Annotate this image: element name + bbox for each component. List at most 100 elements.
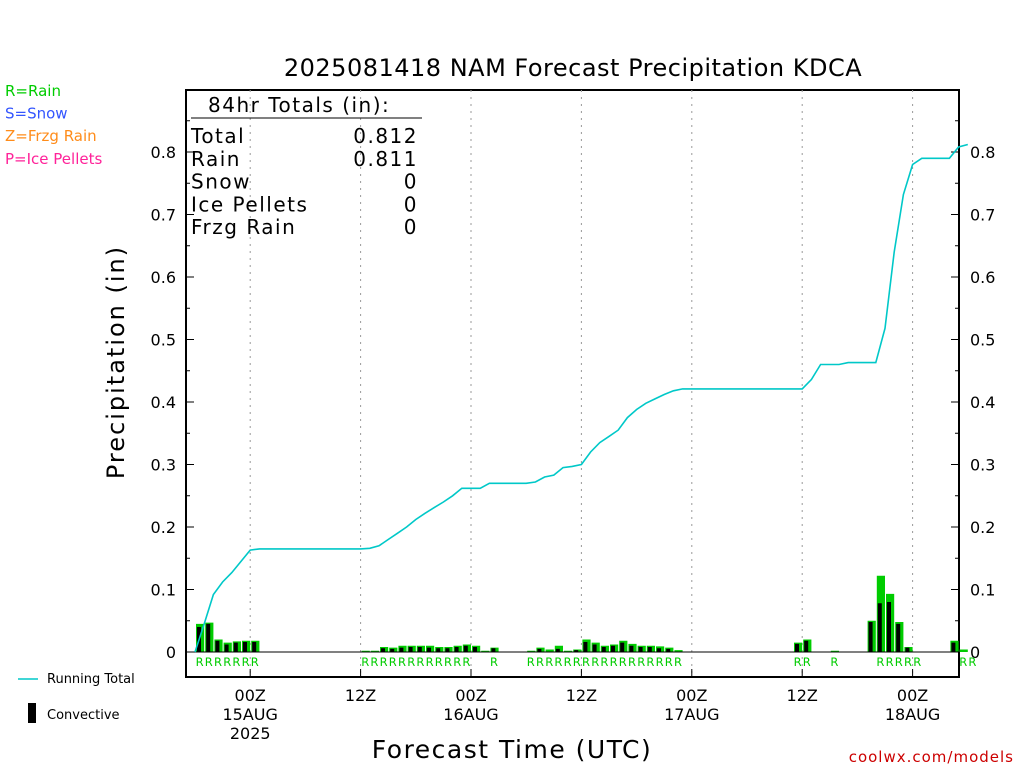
type-marker: R — [536, 655, 544, 669]
convective-bar — [417, 647, 422, 652]
y-tick-label: 0 — [166, 643, 176, 662]
convective-bar — [647, 647, 652, 652]
type-marker: R — [886, 655, 894, 669]
convective-bar — [491, 648, 496, 652]
type-marker: R — [876, 655, 884, 669]
convective-bar — [206, 623, 211, 652]
y-tick-label: 0.7 — [151, 206, 176, 225]
x-tick-label: 00Z — [455, 686, 486, 705]
totals-label: Frzg Rain — [191, 215, 296, 239]
legend-convective: Convective — [47, 708, 120, 723]
x-tick-label: 12Z — [566, 686, 597, 705]
convective-bar — [537, 648, 542, 652]
rain-bar — [564, 650, 573, 652]
type-marker: R — [628, 655, 636, 669]
type-marker: R — [554, 655, 562, 669]
rain-bar — [674, 650, 683, 652]
type-marker: R — [959, 655, 967, 669]
x-tick-label: 2025 — [230, 724, 271, 743]
x-tick-label: 18AUG — [885, 705, 940, 724]
y-tick-label: 0.1 — [970, 581, 995, 600]
convective-bar — [463, 645, 468, 652]
x-tick-label: 17AUG — [664, 705, 719, 724]
type-marker: R — [665, 655, 673, 669]
convective-bar — [408, 647, 413, 652]
rain-bar — [527, 650, 536, 652]
y-tick-label: 0.3 — [970, 456, 995, 475]
convective-bar — [436, 648, 441, 652]
type-marker: R — [380, 655, 388, 669]
y-tick-label: 0.5 — [151, 331, 176, 350]
convective-bar — [427, 647, 431, 652]
rain-bar — [370, 650, 379, 652]
type-marker: R — [398, 655, 406, 669]
convective-bar — [905, 647, 910, 652]
totals-label: Ice Pellets — [191, 192, 308, 216]
y-tick-label: 0.4 — [151, 393, 176, 412]
rain-bar — [830, 650, 839, 652]
type-marker: R — [453, 655, 461, 669]
type-legend-item: P=Ice Pellets — [5, 150, 102, 168]
y-axis-label: Precipitation (in) — [102, 245, 130, 479]
type-marker: R — [968, 655, 976, 669]
convective-bar — [390, 648, 395, 652]
convective-bar — [583, 642, 588, 652]
credit-text: coolwx.com/models — [849, 748, 1014, 766]
type-marker: R — [904, 655, 912, 669]
type-marker: R — [803, 655, 811, 669]
type-marker: R — [637, 655, 645, 669]
y-axis-left: 0 0.1 0.2 0.3 0.4 0.5 0.6 0.7 0.8 — [151, 120, 194, 662]
type-marker: R — [370, 655, 378, 669]
convective-bar — [399, 647, 404, 652]
totals-value: 0.812 — [353, 124, 418, 148]
y-tick-label: 0.5 — [970, 331, 995, 350]
convective-bar — [243, 642, 247, 652]
convective-bar — [657, 648, 661, 652]
rain-bar — [481, 650, 490, 652]
type-marker: R — [242, 655, 250, 669]
type-marker: R — [232, 655, 240, 669]
convective-bar — [574, 650, 579, 652]
type-marker: R — [591, 655, 599, 669]
convective-bar — [877, 603, 882, 652]
type-marker: R — [205, 655, 213, 669]
convective-bar — [620, 642, 625, 652]
type-marker: R — [895, 655, 903, 669]
x-tick-label: 12Z — [345, 686, 376, 705]
convective-bar — [868, 622, 873, 652]
totals-label: Rain — [191, 147, 241, 171]
convective-bar — [629, 645, 634, 652]
convective-bar — [381, 648, 385, 652]
type-marker: R — [656, 655, 664, 669]
rain-bar — [545, 649, 554, 652]
x-tick-label: 00Z — [235, 686, 266, 705]
convective-bar — [666, 648, 671, 652]
y-axis-right: 0 0.1 0.2 0.3 0.4 0.5 0.6 0.7 0.8 — [951, 120, 995, 662]
convective-bar — [445, 648, 450, 652]
convective-bar — [951, 642, 956, 652]
type-marker: R — [545, 655, 553, 669]
y-tick-label: 0.1 — [151, 581, 176, 600]
chart-title: 2025081418 NAM Forecast Precipitation KD… — [284, 54, 862, 82]
y-tick-label: 0 — [970, 643, 980, 662]
y-tick-label: 0.8 — [970, 143, 995, 162]
convective-bar — [887, 602, 891, 652]
convective-bar — [601, 647, 606, 652]
convective-bar — [555, 648, 560, 652]
line-legend: Running Total Convective — [18, 672, 135, 723]
type-marker: R — [573, 655, 581, 669]
totals-box: 84hr Totals (in): Total 0.812 Rain 0.811 Snow… — [190, 93, 422, 239]
y-tick-label: 0.3 — [151, 456, 176, 475]
type-marker: R — [646, 655, 654, 669]
type-legend: R=Rain S=Snow Z=Frzg Rain P=Ice Pellets — [5, 82, 102, 168]
totals-value: 0 — [404, 215, 418, 239]
x-axis-label: Forecast Time (UTC) — [372, 735, 652, 764]
type-legend-item: S=Snow — [5, 105, 68, 123]
totals-label: Total — [190, 124, 245, 148]
convective-bar — [233, 642, 238, 652]
type-marker: R — [214, 655, 222, 669]
legend-convective-swatch — [28, 703, 36, 723]
x-tick-label: 00Z — [897, 686, 928, 705]
